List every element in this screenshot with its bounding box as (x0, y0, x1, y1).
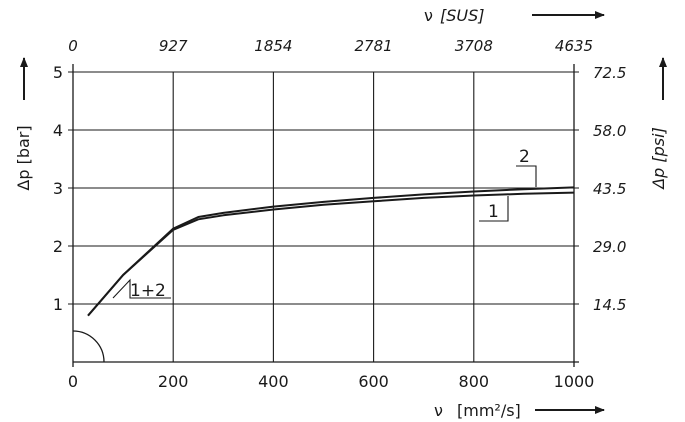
y-tick-label: 1 (53, 295, 63, 314)
x2-axis-symbol: ν (424, 6, 433, 25)
series-label-2: 2 (519, 147, 530, 167)
series-label-leader-shared (112, 278, 171, 299)
x-axis-symbol: ν (434, 401, 443, 420)
y2-tick-label: 58.0 (593, 122, 626, 140)
x2-tick-label: 3708 (455, 37, 493, 55)
series-label-1: 1 (488, 202, 499, 222)
x-tick-label: 0 (68, 372, 78, 391)
y2-tick-label: 29.0 (593, 238, 626, 256)
y-tick-label: 4 (53, 121, 63, 140)
plot-frame (72, 64, 579, 367)
x2-tick-label: 2781 (355, 37, 393, 55)
series-layer (87, 186, 575, 317)
series-label-leader-2 (516, 165, 537, 187)
x-tick-label: 1000 (554, 372, 595, 391)
series-labels: 1+2 2 1 (112, 147, 537, 301)
x2-tick-label: 0 (68, 37, 78, 55)
x2-tick-label: 927 (159, 37, 188, 55)
x-tick-label: 800 (459, 372, 490, 391)
y2-tick-label: 43.5 (593, 180, 626, 198)
grid (68, 71, 579, 362)
x-tick-label: 200 (158, 372, 189, 391)
series-line-2 (87, 186, 575, 317)
tick-labels: 0 200 400 600 800 1000 0 927 1854 2781 3708 4635 1 2 3… (53, 37, 627, 391)
y-axis-title: Δp [bar] (14, 125, 33, 190)
x-tick-label: 600 (358, 372, 389, 391)
x2-axis-unit: [SUS] (440, 6, 485, 25)
series-label-shared: 1+2 (130, 281, 166, 301)
series-label-leader-1 (479, 196, 509, 222)
origin-arc (72, 330, 105, 363)
y-tick-label: 5 (53, 63, 63, 82)
y-tick-label: 2 (53, 237, 63, 256)
x2-tick-label: 1854 (254, 37, 292, 55)
y2-tick-label: 14.5 (593, 296, 626, 314)
x-axis-unit: [mm²/s] (457, 401, 521, 420)
x-tick-label: 400 (258, 372, 289, 391)
x2-tick-label: 4635 (555, 37, 593, 55)
y2-tick-label: 72.5 (593, 64, 626, 82)
y2-axis-title: Δp [psi] (649, 127, 668, 191)
y-tick-label: 3 (53, 179, 63, 198)
